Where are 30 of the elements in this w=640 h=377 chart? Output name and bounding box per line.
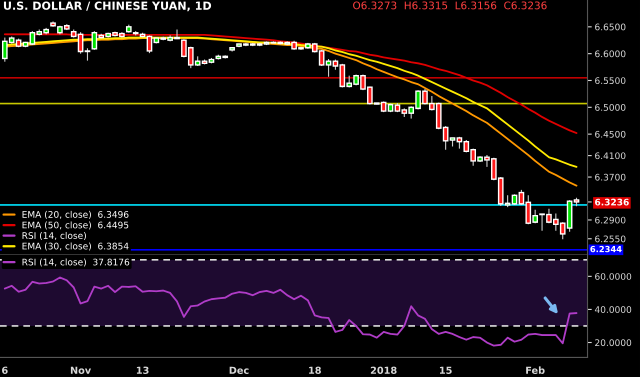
y-tick-label: 6.2900	[595, 216, 626, 224]
x-tick-label: Dec	[230, 366, 249, 374]
annotation: O6.3273 H6.3315 L6.3156 C6.3236	[353, 1, 547, 10]
legend-label: RSI (14, close) 37.8176	[22, 258, 130, 267]
y-tick-label: 20.0000	[595, 339, 632, 346]
y-tick-label: 60.0000	[595, 273, 632, 280]
x-tick-label: 15	[440, 366, 452, 374]
y-tick-label: 40.0000	[594, 306, 632, 313]
legend-label: EMA (50, close) 6.4495	[22, 221, 128, 230]
legend-label: EMA (30, close) 6.3854	[22, 242, 129, 251]
legend-label: EMA (20, close) 6.3496	[22, 210, 128, 219]
x-tick-label: 18	[309, 366, 321, 374]
y-tick-label: 6.2550	[595, 235, 626, 242]
line-series	[4, 276, 578, 347]
y-tick-label: 6.6500	[595, 24, 626, 30]
annotation: RSI (14, close)	[22, 232, 86, 240]
y-tick-label: 6.4100	[595, 152, 626, 160]
ref-line-label: 6.2344	[590, 246, 622, 252]
x-tick-label: 2018	[370, 366, 397, 374]
y-tick-label: 6.5000	[595, 104, 626, 111]
x-tick-label: Feb	[526, 366, 545, 374]
x-tick-label: 13	[136, 366, 149, 374]
y-tick-label: 6.4500	[595, 130, 626, 138]
x-tick-label: 6	[2, 366, 8, 374]
y-tick-label: 6.3236	[595, 198, 629, 206]
chart-title: U.S. DOLLAR / CHINESE YUAN, 1D	[4, 1, 212, 12]
y-tick-label: 6.5500	[595, 77, 626, 84]
x-tick-label: Nov	[70, 366, 92, 374]
y-tick-label: 6.6000	[595, 50, 626, 58]
y-tick-label: 6.3700	[595, 174, 626, 181]
